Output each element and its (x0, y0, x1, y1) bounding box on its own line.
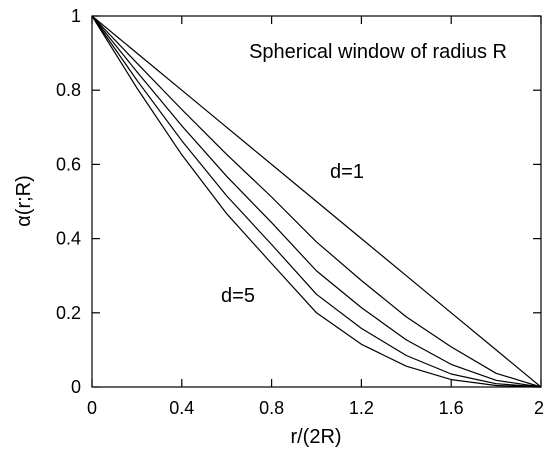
y-tick-label: 0.6 (56, 154, 81, 174)
y-tick-label: 0.2 (56, 303, 81, 323)
x-tick-label: 0.8 (259, 398, 284, 418)
y-tick-label: 0.4 (56, 229, 81, 249)
plot-area-border (91, 15, 542, 388)
x-tick-label: 0 (87, 398, 97, 418)
y-axis-label: α(r;R) (13, 175, 35, 227)
series-line-5 (91, 15, 542, 388)
x-tick-label: 1.6 (439, 398, 464, 418)
x-tick-label: 0.4 (169, 398, 194, 418)
x-axis-label: r/(2R) (290, 426, 341, 448)
d1-annotation: d=1 (330, 161, 364, 183)
y-tick-label: 0 (71, 377, 81, 397)
y-tick-label: 1 (71, 6, 81, 26)
x-tick-label: 1.2 (349, 398, 374, 418)
y-tick-label: 0.8 (56, 80, 81, 100)
series-line-2 (91, 15, 542, 388)
series-line-3 (91, 15, 542, 388)
d5-annotation: d=5 (221, 285, 255, 307)
plot-frame (91, 15, 542, 388)
axis-ticks (91, 15, 542, 388)
series-line-4 (91, 15, 542, 388)
tick-labels: 0 0.4 0.8 1.2 1.6 2 0 0.2 0.4 0.6 0.8 1 (56, 6, 544, 418)
x-tick-label: 2 (534, 398, 544, 418)
series-line-1 (91, 15, 542, 388)
window-annotation: Spherical window of radius R (249, 41, 507, 63)
series-lines (91, 15, 542, 388)
